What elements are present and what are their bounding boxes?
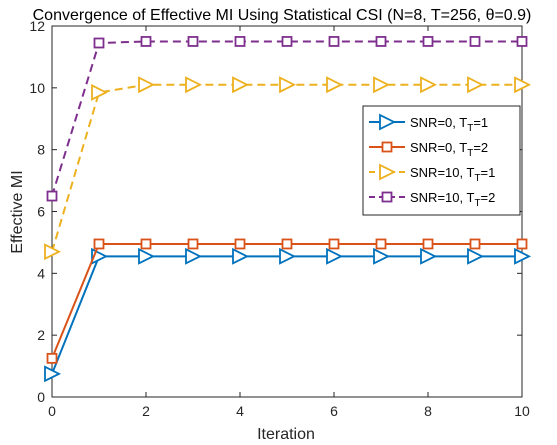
data-point (46, 352, 58, 364)
data-point (91, 84, 109, 101)
y-tick-label: 0 (37, 389, 45, 405)
legend-label-subscript: T (467, 123, 473, 134)
legend-label: SNR=10, TT=2 (410, 190, 495, 209)
data-point (467, 247, 485, 265)
data-point (422, 36, 434, 47)
legend-label-main: SNR=0, T (410, 140, 467, 155)
data-point (93, 37, 105, 49)
data-point (234, 238, 246, 250)
data-point (185, 76, 203, 94)
data-point (140, 238, 152, 250)
legend-label-tail: =1 (473, 115, 488, 130)
x-axis-label: Iteration (257, 426, 315, 443)
legend-label-tail: =2 (481, 190, 496, 205)
data-point (138, 247, 156, 265)
data-point (187, 238, 199, 250)
data-point (44, 365, 62, 383)
data-point (328, 36, 340, 47)
series-1 (44, 247, 532, 383)
data-point (279, 76, 297, 94)
data-point (326, 247, 344, 265)
data-point (187, 36, 199, 47)
y-tick-label: 4 (37, 265, 45, 281)
data-point (328, 238, 340, 250)
legend-label-main: SNR=0, T (410, 115, 467, 130)
legend-label-tail: =2 (473, 140, 488, 155)
legend-marker (381, 141, 393, 153)
data-point (516, 238, 528, 250)
data-point (232, 76, 250, 94)
x-tick-label: 10 (514, 403, 530, 419)
data-point (140, 36, 152, 47)
data-point (281, 36, 293, 47)
data-point (514, 247, 532, 265)
data-point (232, 247, 250, 265)
series-2 (46, 238, 528, 364)
legend-label: SNR=10, TT=1 (410, 165, 495, 184)
y-tick-label: 12 (29, 18, 45, 34)
data-point (467, 76, 485, 94)
legend-entry: SNR=10, TT=2 (369, 190, 495, 209)
x-tick-label: 2 (142, 403, 150, 419)
data-point (469, 36, 481, 47)
series-3 (44, 76, 532, 261)
data-point (373, 247, 391, 265)
legend-label-tail: =1 (481, 165, 496, 180)
x-tick-label: 4 (236, 403, 244, 419)
y-tick-label: 8 (37, 142, 45, 158)
legend-label-main: SNR=10, T (410, 165, 474, 180)
legend-marker (379, 113, 397, 131)
data-point (279, 247, 297, 265)
data-point (514, 76, 532, 94)
y-tick-label: 10 (29, 80, 45, 96)
legend-label-subscript: T (474, 198, 480, 209)
y-axis-label: Effective MI (9, 170, 26, 253)
legend-label-main: SNR=10, T (410, 190, 474, 205)
data-point (373, 76, 391, 94)
legend-entry: SNR=10, TT=1 (369, 163, 495, 184)
data-point (44, 243, 62, 261)
data-point (375, 238, 387, 250)
legend-label: SNR=0, TT=1 (410, 115, 488, 134)
legend-marker (379, 163, 397, 181)
legend-label-subscript: T (474, 173, 480, 184)
y-tick-label: 2 (37, 327, 45, 343)
legend-label: SNR=0, TT=2 (410, 140, 488, 159)
chart-title: Convergence of Effective MI Using Statis… (33, 7, 532, 24)
data-point (516, 36, 528, 47)
legend-marker (381, 191, 393, 203)
data-point (93, 238, 105, 250)
x-tick-label: 8 (424, 403, 432, 419)
data-point (234, 36, 246, 47)
legend-label-subscript: T (467, 148, 473, 159)
legend-entry: SNR=0, TT=2 (369, 140, 488, 159)
x-tick-label: 0 (48, 403, 56, 419)
data-point (420, 76, 438, 94)
data-point (185, 247, 203, 265)
data-point (326, 76, 344, 94)
data-point (138, 76, 156, 94)
data-point (420, 247, 438, 265)
data-point (422, 238, 434, 250)
data-point (46, 190, 58, 202)
legend-entry: SNR=0, TT=1 (369, 113, 488, 134)
x-tick-label: 6 (330, 403, 338, 419)
data-point (469, 238, 481, 250)
data-point (281, 238, 293, 250)
series-4 (46, 36, 528, 202)
data-point (375, 36, 387, 47)
y-tick-label: 6 (37, 204, 45, 220)
